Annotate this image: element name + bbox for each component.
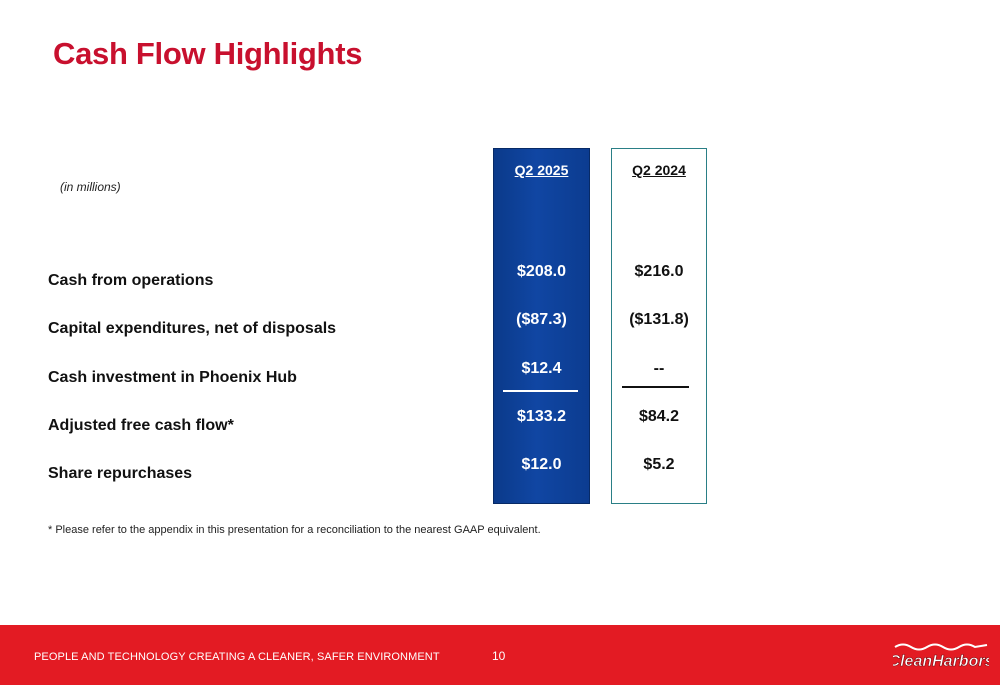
value-share-repurchases: $5.2 <box>643 456 675 473</box>
value-cash-from-operations: $216.0 <box>634 263 684 280</box>
column-header-q2-2025: Q2 2025 <box>514 162 569 178</box>
subtotal-rule <box>622 386 689 388</box>
value-adjusted-free-cash-flow: $84.2 <box>638 408 680 425</box>
row-label-adjusted-free-cash-flow: Adjusted free cash flow* <box>48 417 234 434</box>
row-label-cash-from-operations: Cash from operations <box>48 272 214 289</box>
value-share-repurchases: $12.0 <box>521 456 562 473</box>
column-q2-2025: Q2 2025 $208.0 ($87.3) $12.4 $133.2 $12.… <box>493 148 590 504</box>
logo-wordmark: CleanHarbors <box>893 653 989 670</box>
subtotal-rule <box>503 390 578 392</box>
footer-tagline: PEOPLE AND TECHNOLOGY CREATING A CLEANER… <box>34 651 440 663</box>
value-adjusted-free-cash-flow: $133.2 <box>517 408 566 425</box>
footer-bar: PEOPLE AND TECHNOLOGY CREATING A CLEANER… <box>0 625 1000 685</box>
value-capital-expenditures: ($131.8) <box>629 311 689 328</box>
page-number: 10 <box>492 649 506 663</box>
row-label-phoenix-hub: Cash investment in Phoenix Hub <box>48 369 297 386</box>
value-cash-from-operations: $208.0 <box>517 263 566 280</box>
value-capital-expenditures: ($87.3) <box>516 311 567 328</box>
page-title: Cash Flow Highlights <box>53 36 363 71</box>
row-label-share-repurchases: Share repurchases <box>48 465 193 482</box>
value-phoenix-hub: $12.4 <box>521 360 562 377</box>
row-label-capital-expenditures: Capital expenditures, net of disposals <box>48 320 337 337</box>
column-header-q2-2024: Q2 2024 <box>632 162 686 178</box>
value-phoenix-hub: -- <box>653 360 665 377</box>
column-q2-2024: Q2 2024 $216.0 ($131.8) -- $84.2 $5.2 <box>611 148 707 504</box>
footnote: * Please refer to the appendix in this p… <box>48 524 541 536</box>
clean-harbors-logo: CleanHarbors <box>893 643 989 670</box>
units-note: (in millions) <box>60 180 121 194</box>
